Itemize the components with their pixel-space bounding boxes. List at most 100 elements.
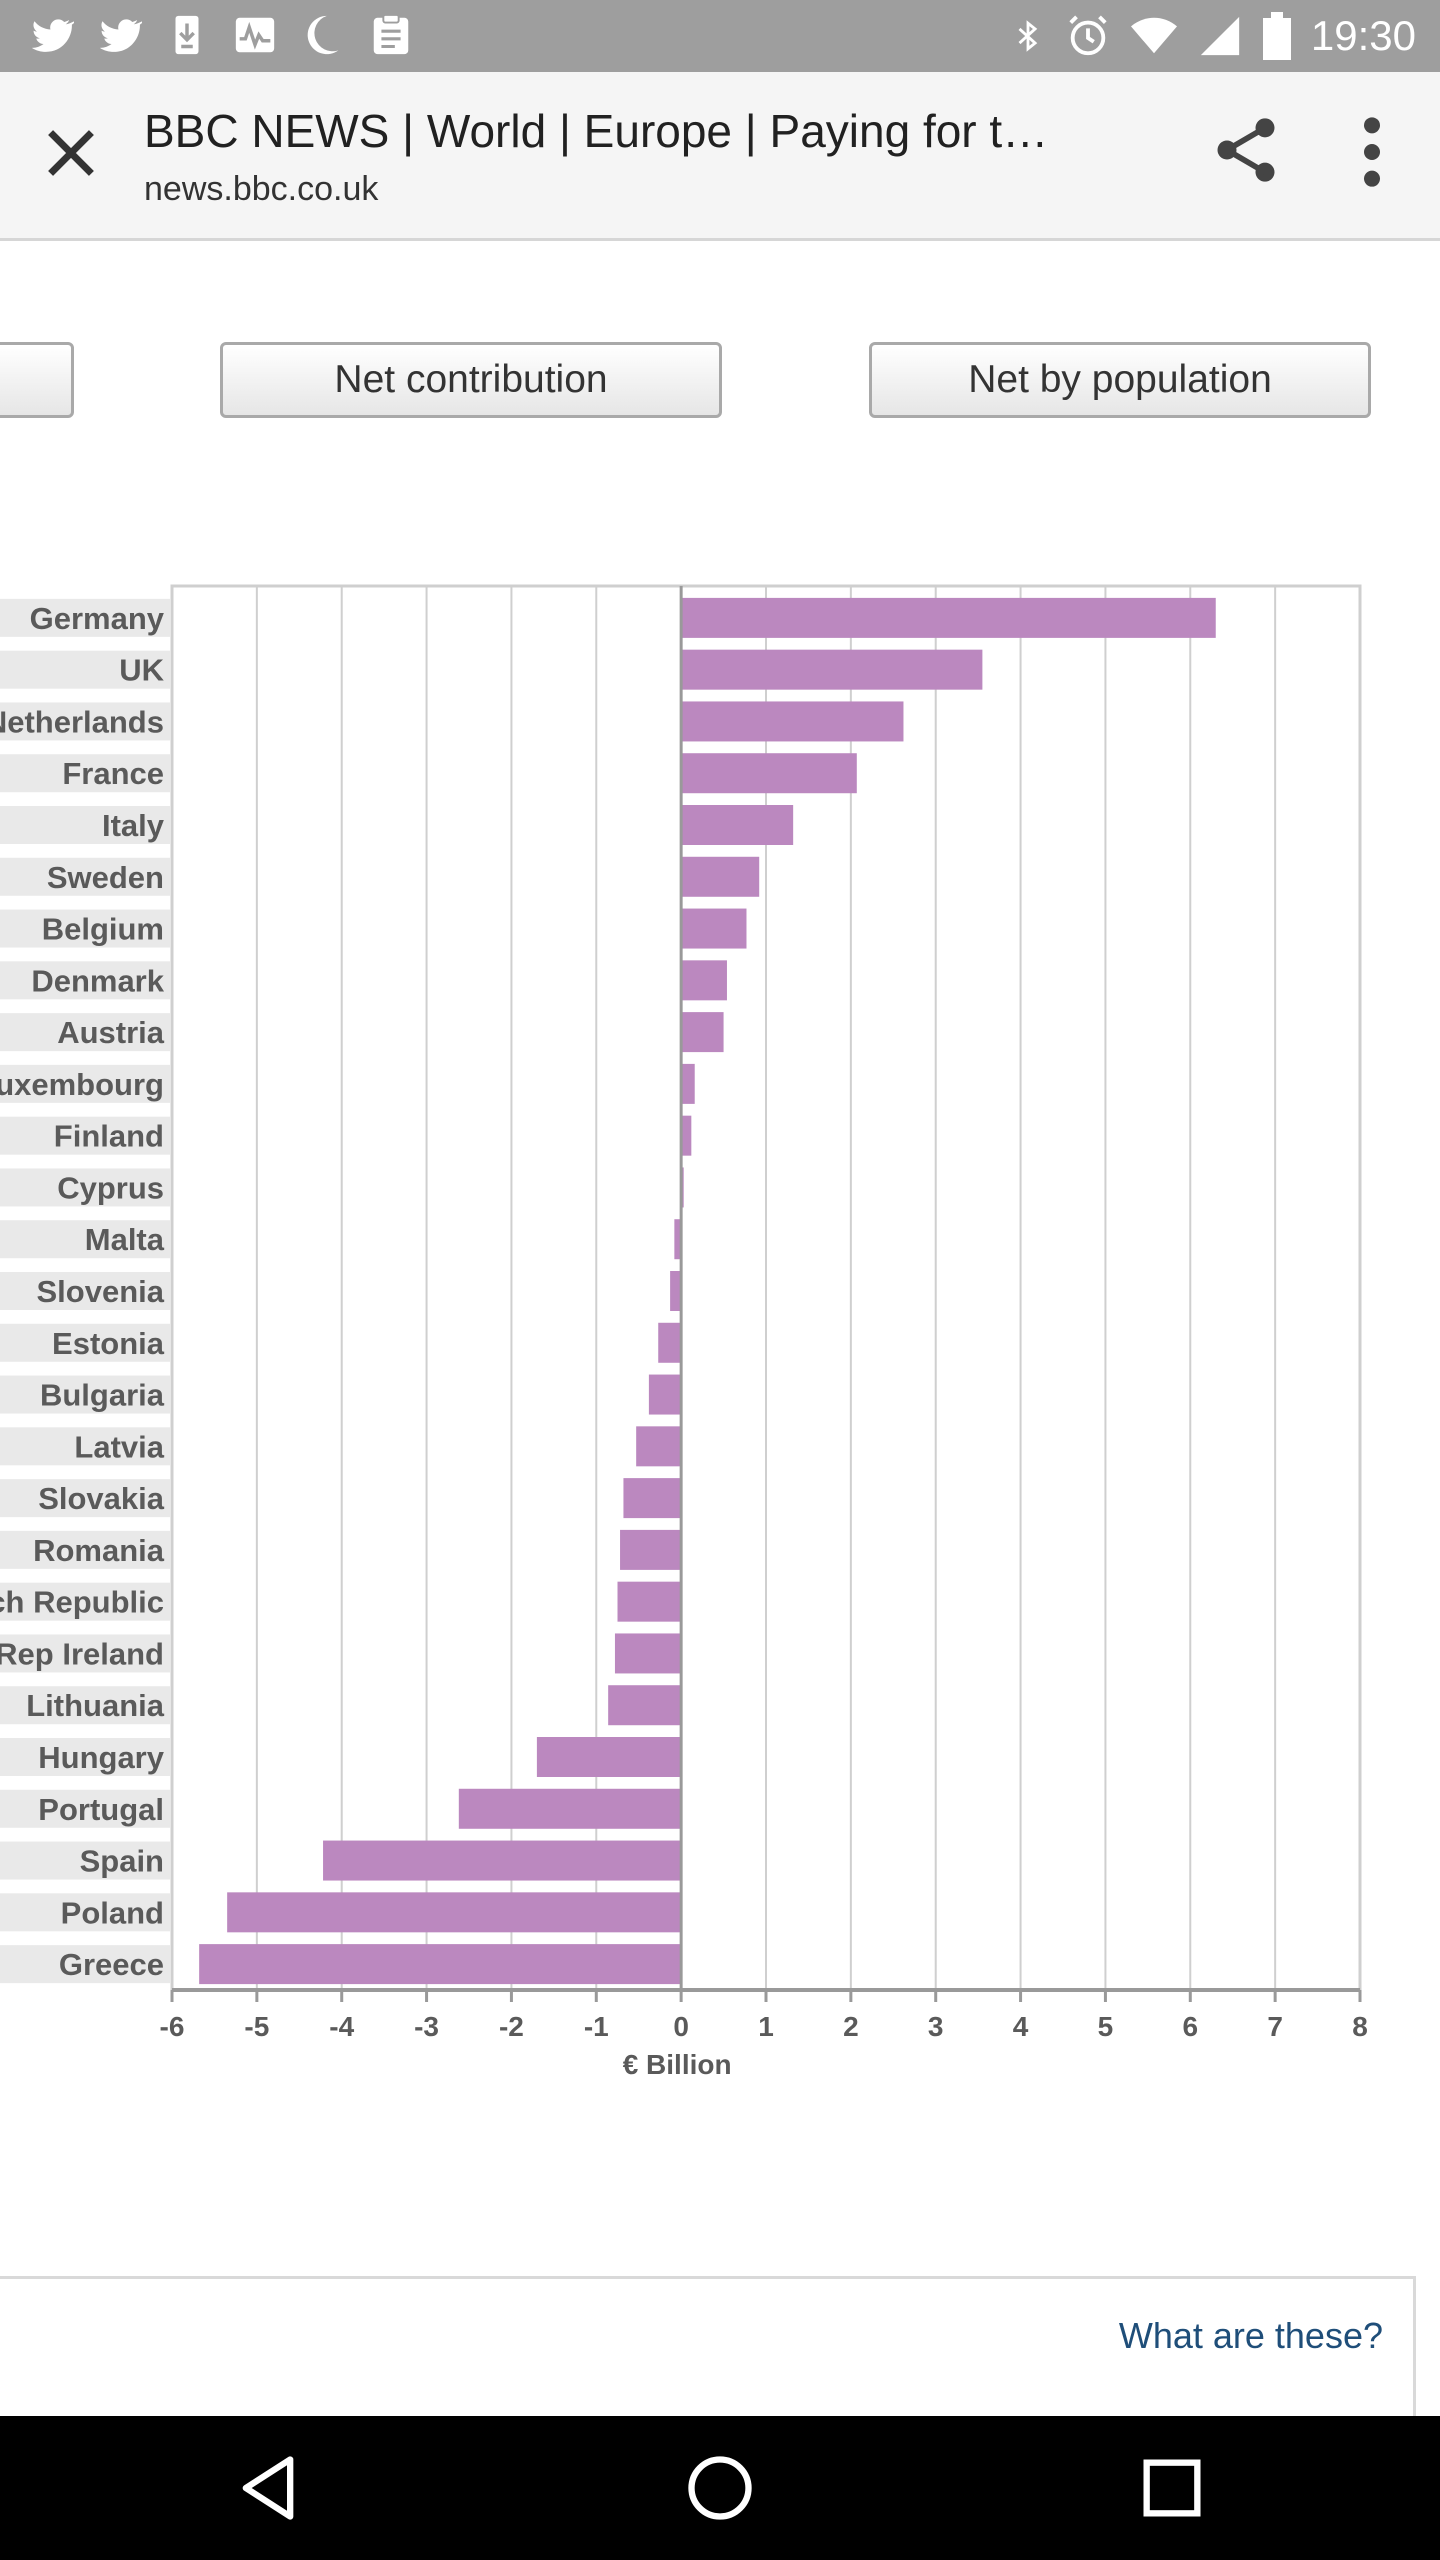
bar — [227, 1892, 682, 1933]
x-tick-label: 1 — [758, 2011, 774, 2042]
download-icon — [175, 15, 199, 55]
bar — [681, 701, 904, 742]
bar — [617, 1581, 682, 1622]
category-label: Austria — [57, 1015, 165, 1050]
page-title: BBC NEWS | World | Europe | Paying for t… — [144, 105, 1044, 157]
recents-icon[interactable] — [1134, 2450, 1210, 2526]
bar — [199, 1944, 682, 1985]
category-label-background — [0, 909, 170, 948]
category-label-background — [0, 1738, 170, 1776]
category-label: Greece — [59, 1947, 164, 1982]
alarm-icon — [1069, 15, 1107, 56]
close-icon[interactable] — [36, 118, 106, 188]
category-label-background — [0, 1582, 170, 1621]
bar — [681, 597, 1216, 638]
category-label: Slovakia — [38, 1481, 165, 1516]
category-label: Latvia — [74, 1429, 164, 1464]
notification-icons — [28, 10, 414, 60]
category-label-background — [0, 1945, 170, 1984]
category-label-background — [0, 1375, 170, 1414]
net-by-population-button[interactable]: Net by population — [869, 342, 1371, 418]
bar — [670, 1271, 682, 1311]
bar-chart: Germany UK Netherlands France Italy Sweden Bel… — [0, 584, 1368, 2080]
category-label-background — [0, 754, 170, 793]
category-label-background — [0, 1064, 170, 1103]
category-label-background — [0, 1272, 170, 1310]
category-label-background — [0, 1427, 170, 1466]
page-url: news.bbc.co.uk — [144, 170, 379, 208]
bar — [536, 1737, 682, 1777]
bar — [458, 1788, 682, 1829]
bar — [681, 960, 727, 1001]
category-label-background — [0, 1530, 170, 1569]
what-are-these-link[interactable]: What are these? — [1118, 2315, 1383, 2356]
category-label: Portugal — [38, 1792, 164, 1827]
x-tick-label: 2 — [843, 2011, 859, 2042]
category-label: Finland — [54, 1119, 164, 1154]
category-label: Estonia — [52, 1326, 165, 1361]
category-label-background — [0, 961, 170, 1000]
category-label: Malta — [85, 1222, 165, 1257]
navigation-bar — [0, 2416, 1440, 2560]
x-axis-title: € Billion — [623, 2049, 732, 2080]
x-tick-label: -1 — [584, 2011, 609, 2042]
bar — [681, 1063, 695, 1104]
category-label: Rep Ireland — [0, 1636, 164, 1671]
x-tick-label: 6 — [1182, 2011, 1198, 2042]
category-label: Germany — [30, 601, 165, 636]
category-label: France — [62, 756, 164, 791]
footer-box: What are these? — [0, 2276, 1416, 2416]
category-label: Spain — [80, 1844, 164, 1879]
bar — [648, 1374, 682, 1415]
x-tick-label: -6 — [160, 2011, 185, 2042]
x-tick-label: -2 — [499, 2011, 524, 2042]
category-label: UK — [119, 653, 164, 688]
bar — [681, 856, 760, 897]
category-label-background — [0, 1893, 170, 1932]
x-tick-label: 7 — [1267, 2011, 1283, 2042]
category-label: Bulgaria — [40, 1378, 165, 1413]
category-label: Czech Republic — [0, 1585, 164, 1620]
bar — [674, 1219, 682, 1260]
share-icon[interactable] — [1208, 112, 1284, 188]
category-label: Netherlands — [0, 704, 164, 739]
bar — [681, 805, 794, 845]
category-label-background — [0, 1168, 170, 1207]
signal-icon — [1200, 16, 1240, 56]
category-label-background — [0, 1116, 170, 1155]
category-label-background — [0, 702, 170, 741]
activity-icon — [235, 17, 275, 53]
bar — [636, 1426, 682, 1467]
bar — [323, 1840, 682, 1881]
x-tick-label: 4 — [1013, 2011, 1029, 2042]
battery-icon — [1262, 12, 1291, 60]
status-time: 19:30 — [1310, 12, 1416, 59]
status-bar: 19:30 — [0, 0, 1440, 72]
back-icon[interactable] — [230, 2450, 306, 2526]
bar — [681, 1012, 724, 1053]
x-tick-label: 5 — [1098, 2011, 1114, 2042]
category-label: Luxembourg — [0, 1067, 164, 1102]
x-tick-label: 0 — [673, 2011, 689, 2042]
category-label-background — [0, 1013, 170, 1052]
category-label-background — [0, 1634, 170, 1673]
twitter-icon — [31, 19, 74, 52]
category-label: Cyprus — [57, 1170, 164, 1205]
overflow-menu-icon[interactable] — [1348, 112, 1396, 192]
bar — [681, 753, 857, 794]
bar — [614, 1633, 682, 1674]
system-icons: 19:30 — [1011, 6, 1416, 66]
tab-partial-offscreen[interactable] — [0, 342, 74, 418]
category-label-background — [0, 650, 170, 689]
category-label: Lithuania — [26, 1688, 165, 1723]
category-label-background — [0, 1686, 170, 1725]
bar — [681, 1115, 692, 1156]
net-contribution-button[interactable]: Net contribution — [220, 342, 722, 418]
clipboard-icon — [373, 13, 409, 55]
x-tick-label: 8 — [1352, 2011, 1368, 2042]
home-icon[interactable] — [682, 2450, 758, 2526]
category-label-background — [0, 806, 170, 844]
wifi-icon — [1130, 17, 1177, 54]
twitter-icon — [99, 19, 142, 52]
category-label: Italy — [102, 808, 165, 843]
